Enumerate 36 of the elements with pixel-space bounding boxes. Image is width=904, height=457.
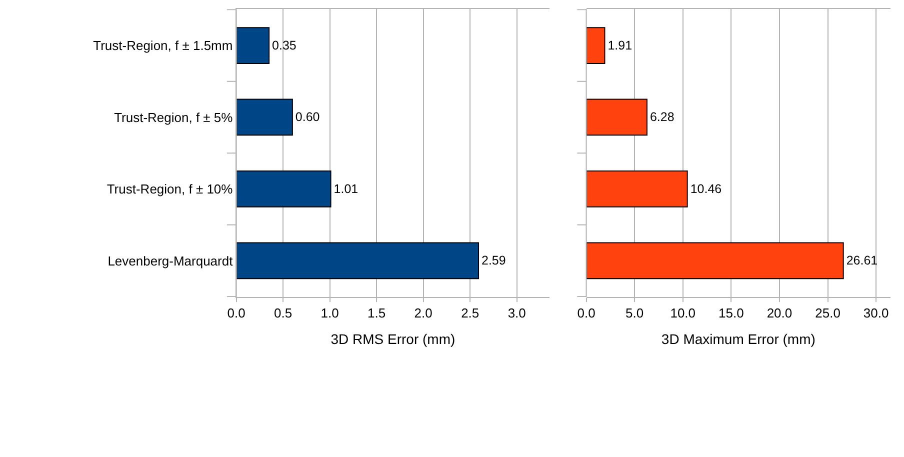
x-tick-label: 20.0 [766, 306, 792, 321]
bar [586, 170, 688, 208]
data-label: 26.61 [846, 254, 878, 268]
x-tick-label: 0.0 [577, 306, 596, 321]
x-tick-label: 0.0 [227, 306, 246, 321]
x-tick-label: 30.0 [863, 306, 889, 321]
x-tick-label: 2.5 [461, 306, 480, 321]
x-axis-title: 3D Maximum Error (mm) [661, 330, 816, 347]
y-tick-label: Levenberg-Marquardt [108, 253, 234, 268]
bar [236, 98, 293, 136]
data-label: 0.35 [272, 38, 296, 53]
bar [236, 27, 270, 64]
data-label: 2.59 [482, 254, 506, 268]
x-tick-label: 5.0 [626, 306, 644, 321]
y-tick-label: Trust-Region, f ± 1.5mm [93, 38, 233, 54]
bar [586, 98, 648, 136]
x-tick-label: 3.0 [508, 306, 526, 321]
x-tick-label: 25.0 [815, 306, 840, 321]
x-tick-label: 1.0 [320, 306, 339, 321]
y-tick-label: Trust-Region, f ± 10% [106, 182, 234, 197]
data-label: 6.28 [650, 110, 674, 124]
y-tick-label: Trust-Region, f ± 5% [114, 110, 234, 125]
bar [586, 242, 844, 280]
x-axis-title: 3D RMS Error (mm) [330, 330, 456, 347]
data-label: 10.46 [690, 182, 722, 196]
bar [586, 27, 606, 64]
bar [236, 242, 480, 280]
data-label: 0.60 [295, 110, 320, 124]
data-label: 1.91 [608, 38, 632, 53]
x-tick-label: 10.0 [670, 306, 696, 321]
x-tick-label: 0.5 [274, 306, 292, 321]
data-label: 1.01 [334, 182, 358, 196]
x-tick-label: 2.0 [414, 306, 432, 321]
bar [236, 170, 332, 208]
x-tick-label: 1.5 [368, 306, 386, 321]
x-tick-label: 15.0 [718, 306, 744, 321]
